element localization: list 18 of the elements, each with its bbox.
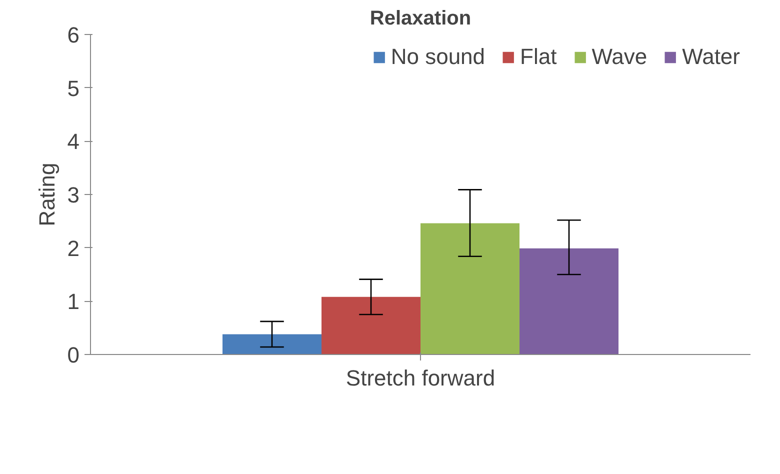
- legend-label: Flat: [520, 44, 557, 70]
- y-tick-label: 5: [67, 76, 80, 101]
- bar: [222, 334, 322, 354]
- x-tick-label: Stretch forward: [346, 366, 496, 390]
- y-tick-label: 4: [67, 129, 80, 154]
- y-tick-label: 2: [67, 236, 80, 261]
- bar: [420, 223, 520, 354]
- y-axis-title: Rating: [34, 162, 60, 226]
- y-tick-label: 0: [67, 342, 80, 368]
- bar: [520, 248, 618, 354]
- legend-label: Water: [682, 44, 740, 70]
- chart-title: Relaxation: [370, 8, 472, 30]
- legend-label: Wave: [592, 44, 648, 70]
- legend-label: No sound: [390, 44, 486, 70]
- y-tick-label: 3: [67, 182, 80, 208]
- y-tick-label: 1: [67, 289, 80, 314]
- y-tick-label: 6: [67, 22, 80, 48]
- bar: [322, 296, 420, 354]
